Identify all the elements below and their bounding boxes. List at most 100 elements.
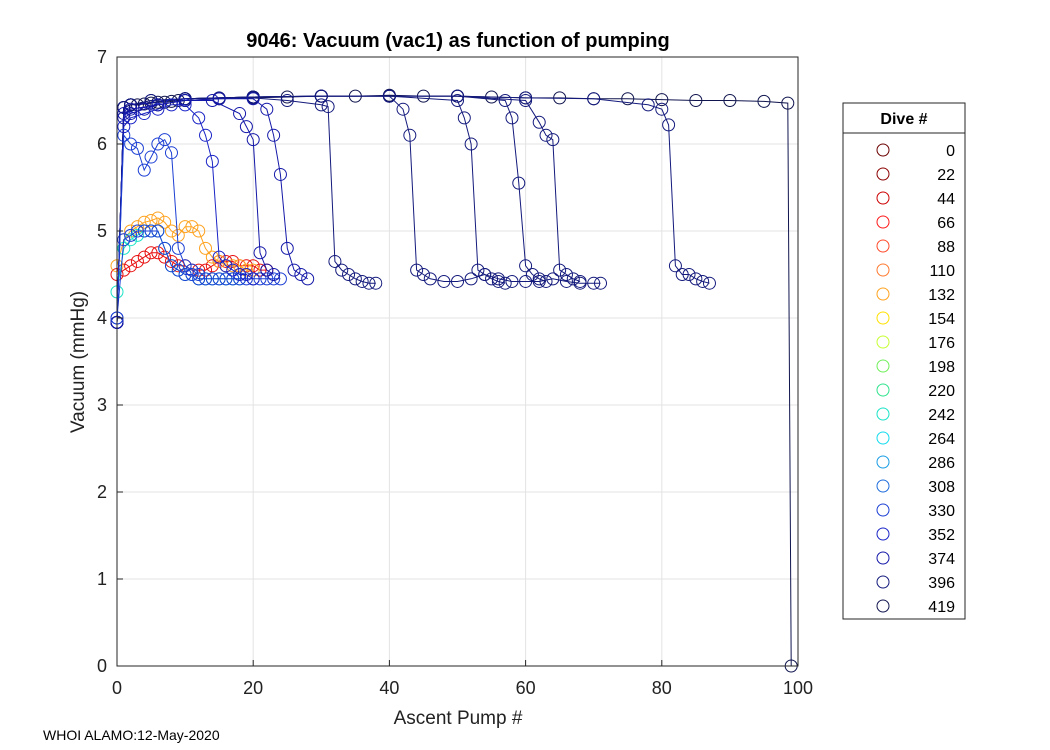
data-point: [164, 259, 178, 273]
data-point: [178, 98, 192, 112]
legend-marker: [876, 455, 890, 469]
data-point: [124, 98, 138, 112]
data-point: [212, 92, 226, 106]
legend: Dive # 0 22 44 66 88 110 132 154 176 198 220 242 264…: [842, 102, 966, 620]
legend-marker: [876, 479, 890, 493]
data-point: [273, 167, 287, 181]
data-point: [342, 268, 356, 281]
legend-marker: [876, 191, 890, 205]
data-point: [151, 211, 165, 225]
data-point: [137, 102, 151, 116]
data-point: [226, 254, 240, 268]
data-point: [437, 274, 451, 288]
data-point: [246, 259, 260, 273]
data-point: [246, 133, 260, 147]
legend-label: 176: [928, 335, 955, 352]
legend-marker: [876, 239, 890, 253]
data-point: [273, 272, 287, 286]
data-point: [178, 259, 192, 273]
data-point: [151, 224, 165, 238]
data-point: [689, 272, 703, 286]
data-point: [491, 274, 505, 288]
x-tick-label: 20: [243, 678, 263, 698]
legend-label: 286: [928, 455, 955, 472]
data-point: [253, 246, 267, 260]
data-point: [287, 263, 301, 277]
data-point: [410, 263, 424, 277]
data-point: [621, 92, 635, 106]
data-point: [675, 268, 689, 281]
data-point: [117, 107, 131, 121]
data-point: [505, 111, 519, 125]
data-point: [124, 102, 138, 116]
data-point: [233, 268, 247, 281]
legend-label: 110: [929, 263, 955, 280]
series-line: [116, 100, 274, 323]
data-point: [199, 272, 213, 286]
y-tick-label: 7: [97, 47, 107, 67]
data-point: [485, 272, 499, 286]
data-point: [164, 146, 178, 160]
data-point: [151, 246, 165, 260]
legend-marker: [876, 263, 890, 277]
y-tick-label: 0: [97, 656, 107, 676]
data-point: [321, 100, 335, 114]
chart-title: 9046: Vacuum (vac1) as function of pumpi…: [246, 30, 669, 52]
data-point: [205, 259, 219, 273]
data-point: [233, 259, 247, 273]
legend-label: 0: [946, 143, 955, 160]
y-tick-label: 4: [97, 308, 107, 328]
legend-label: 242: [928, 407, 955, 424]
series-line: [116, 98, 308, 323]
data-point: [566, 272, 580, 286]
data-point: [151, 137, 165, 151]
legend-title: Dive #: [880, 111, 927, 128]
legend-label: 264: [928, 431, 955, 448]
data-point: [219, 272, 233, 286]
legend-label: 198: [928, 359, 955, 376]
data-point: [192, 272, 206, 286]
data-point: [171, 263, 185, 277]
data-point: [199, 263, 213, 277]
x-tick-label: 40: [379, 678, 399, 698]
data-point: [124, 137, 138, 151]
series-11: [110, 98, 260, 329]
data-point: [178, 220, 192, 234]
data-point: [253, 272, 267, 286]
data-point: [519, 91, 533, 105]
data-point: [553, 263, 567, 277]
data-point: [239, 268, 253, 281]
data-point: [205, 272, 219, 286]
data-point: [689, 94, 703, 107]
data-point: [144, 214, 158, 228]
data-point: [682, 268, 696, 281]
legend-box: [842, 102, 966, 620]
legend-label: 66: [937, 215, 955, 232]
data-point: [260, 102, 274, 116]
data-point: [655, 93, 669, 107]
data-point: [267, 272, 281, 286]
data-point: [294, 268, 308, 281]
data-point: [124, 259, 138, 273]
data-point: [280, 241, 294, 255]
data-point: [498, 94, 512, 107]
data-point: [301, 272, 315, 286]
data-point: [137, 250, 151, 264]
x-tick-label: 80: [652, 678, 672, 698]
series-line: [116, 133, 199, 319]
data-point: [519, 274, 533, 288]
data-point: [451, 94, 464, 107]
data-point: [178, 268, 192, 281]
data-point: [233, 272, 247, 286]
data-point: [559, 274, 573, 288]
data-point: [158, 250, 172, 264]
legend-label: 374: [928, 551, 955, 568]
data-point: [471, 263, 485, 277]
data-point: [314, 98, 328, 112]
legend-label: 22: [937, 167, 955, 184]
data-point: [696, 274, 710, 288]
data-point: [130, 141, 144, 155]
data-point: [164, 254, 178, 268]
x-tick-label: 60: [516, 678, 536, 698]
data-point: [594, 276, 608, 290]
